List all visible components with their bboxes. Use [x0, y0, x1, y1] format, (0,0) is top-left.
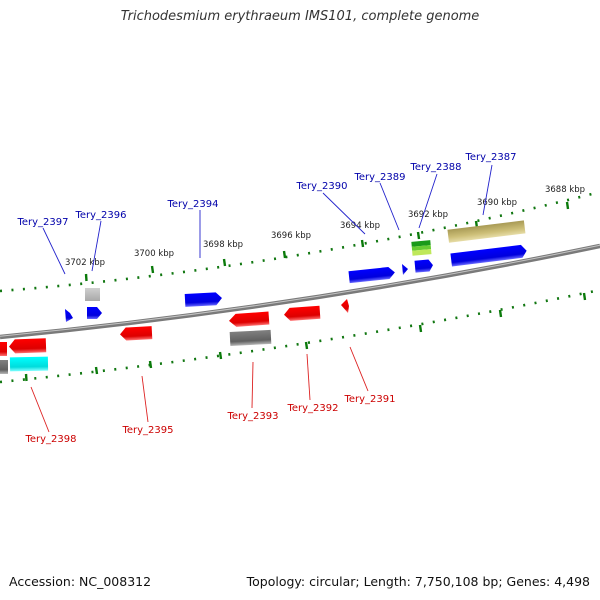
gene-feature[interactable] — [341, 299, 349, 313]
gene-label-tery-2391[interactable]: Tery_2391 — [343, 394, 395, 405]
inner-tick-ruler — [0, 288, 600, 384]
gene-feature[interactable] — [411, 240, 432, 256]
gene-feature[interactable] — [447, 220, 526, 243]
accession-text: Accession: NC_008312 — [9, 574, 152, 589]
gene-feature[interactable] — [87, 307, 102, 319]
gene-label-tery-2393[interactable]: Tery_2393 — [226, 411, 278, 422]
gene-label-tery-2398[interactable]: Tery_2398 — [24, 434, 76, 445]
forward-features — [65, 220, 527, 322]
gene-feature[interactable] — [65, 309, 73, 322]
genome-summary-text: Topology: circular; Length: 7,750,108 bp… — [246, 574, 590, 589]
gene-feature[interactable] — [9, 356, 49, 372]
gene-feature[interactable] — [402, 264, 408, 275]
gene-label-tery-2395[interactable]: Tery_2395 — [121, 425, 173, 436]
kbp-label: 3694 kbp — [340, 221, 380, 231]
kbp-label: 3700 kbp — [134, 249, 174, 259]
gene-feature[interactable] — [0, 360, 8, 374]
kbp-label: 3702 kbp — [65, 258, 105, 268]
gene-feature[interactable] — [348, 266, 395, 284]
genome-backbone — [0, 243, 600, 340]
gene-feature[interactable] — [229, 329, 272, 347]
gene-feature[interactable] — [9, 338, 47, 354]
forward-leaders — [42, 164, 493, 275]
reverse-features — [0, 299, 349, 374]
kbp-label: 3698 kbp — [203, 240, 243, 250]
gene-label-tery-2394[interactable]: Tery_2394 — [166, 199, 218, 210]
gene-label-tery-2392[interactable]: Tery_2392 — [286, 403, 338, 414]
outer-major-ticks — [84, 201, 570, 282]
kbp-label: 3692 kbp — [408, 210, 448, 220]
gene-label-tery-2390[interactable]: Tery_2390 — [295, 181, 347, 192]
kbp-label: 3696 kbp — [271, 231, 311, 241]
inner-major-ticks — [24, 292, 587, 382]
kbp-label: 3688 kbp — [545, 185, 585, 195]
gene-feature[interactable] — [184, 292, 223, 307]
kbp-label: 3690 kbp — [477, 198, 517, 208]
gene-label-tery-2389[interactable]: Tery_2389 — [353, 172, 405, 183]
genome-title: Trichodesmium erythraeum IMS101, complet… — [120, 9, 480, 24]
gene-label-tery-2397[interactable]: Tery_2397 — [16, 217, 68, 228]
reverse-gene-labels: Tery_2391 Tery_2392 Tery_2393 Tery_2395 … — [24, 394, 395, 445]
gene-feature[interactable] — [119, 326, 153, 341]
gene-label-tery-2388[interactable]: Tery_2388 — [409, 162, 461, 173]
gene-feature[interactable] — [85, 288, 100, 301]
gene-feature[interactable] — [284, 305, 321, 321]
reverse-leaders — [30, 346, 369, 433]
gene-feature[interactable] — [229, 311, 270, 328]
gene-label-tery-2387[interactable]: Tery_2387 — [464, 152, 516, 163]
gene-feature[interactable] — [450, 244, 527, 267]
kbp-labels: 3688 kbp 3690 kbp 3692 kbp 3694 kbp 3696… — [65, 185, 585, 268]
gene-feature[interactable] — [0, 342, 7, 356]
forward-gene-labels: Tery_2387 Tery_2388 Tery_2389 Tery_2390 … — [16, 152, 516, 228]
gene-feature[interactable] — [414, 259, 434, 273]
gene-label-tery-2396[interactable]: Tery_2396 — [74, 210, 126, 221]
